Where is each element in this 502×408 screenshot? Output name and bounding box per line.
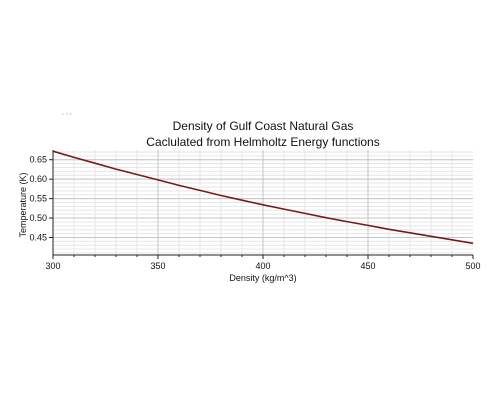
chart-title: Density of Gulf Coast Natural Gas [173, 119, 354, 133]
x-tick-label: 300 [45, 261, 60, 271]
y-tick-label: 0.55 [29, 194, 47, 204]
y-tick-label: 0.65 [29, 155, 47, 165]
x-tick-label: 500 [465, 261, 480, 271]
y-axis-label: Temperature (K) [18, 172, 28, 237]
x-tick-label: 400 [255, 261, 270, 271]
x-axis-label: Density (kg/m^3) [229, 273, 296, 283]
series-line [52, 150, 474, 245]
y-tick-label: 0.45 [29, 233, 47, 243]
chart-subtitle: Caclulated from Helmholtz Energy functio… [146, 135, 379, 149]
x-tick-label: 350 [150, 261, 165, 271]
stray-marks: ‘ ’ ‘ [62, 112, 72, 121]
y-tick-label: 0.50 [29, 213, 47, 223]
y-tick-label: 0.60 [29, 174, 47, 184]
x-tick-label: 450 [360, 261, 375, 271]
